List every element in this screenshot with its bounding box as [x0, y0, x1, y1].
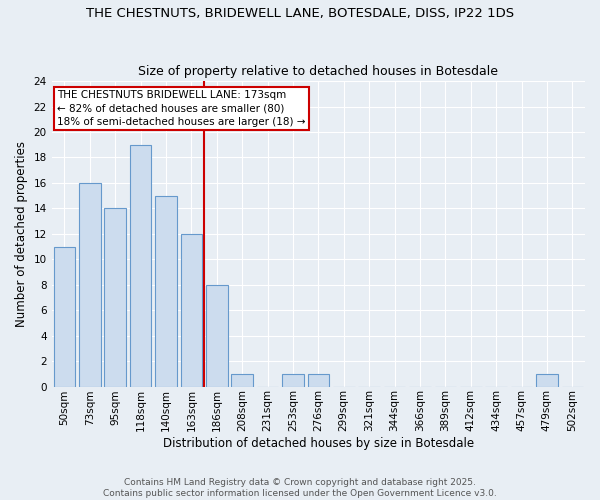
Text: THE CHESTNUTS BRIDEWELL LANE: 173sqm
← 82% of detached houses are smaller (80)
1: THE CHESTNUTS BRIDEWELL LANE: 173sqm ← 8…	[57, 90, 305, 126]
Bar	[181, 234, 202, 386]
Bar	[53, 246, 75, 386]
Y-axis label: Number of detached properties: Number of detached properties	[15, 141, 28, 327]
Text: THE CHESTNUTS, BRIDEWELL LANE, BOTESDALE, DISS, IP22 1DS: THE CHESTNUTS, BRIDEWELL LANE, BOTESDALE…	[86, 8, 514, 20]
Title: Size of property relative to detached houses in Botesdale: Size of property relative to detached ho…	[139, 66, 499, 78]
Bar	[232, 374, 253, 386]
X-axis label: Distribution of detached houses by size in Botesdale: Distribution of detached houses by size …	[163, 437, 474, 450]
Bar	[155, 196, 177, 386]
Text: Contains HM Land Registry data © Crown copyright and database right 2025.
Contai: Contains HM Land Registry data © Crown c…	[103, 478, 497, 498]
Bar	[104, 208, 126, 386]
Bar	[308, 374, 329, 386]
Bar	[282, 374, 304, 386]
Bar	[206, 284, 227, 386]
Bar	[79, 183, 101, 386]
Bar	[130, 144, 151, 386]
Bar	[536, 374, 557, 386]
